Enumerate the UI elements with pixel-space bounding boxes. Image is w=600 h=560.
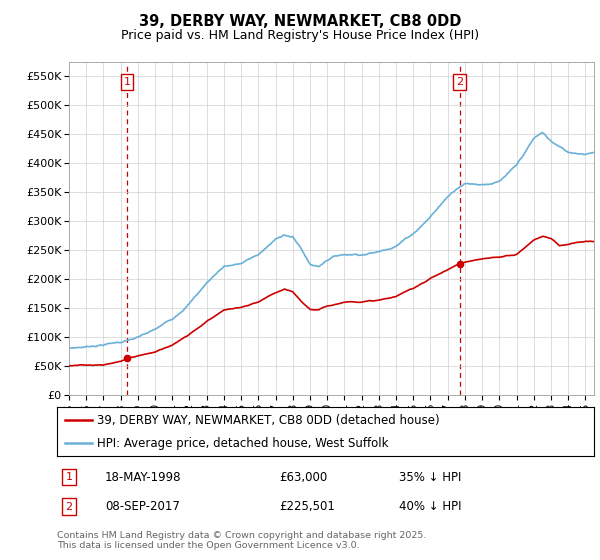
Text: 2: 2: [65, 502, 73, 512]
Text: £225,501: £225,501: [279, 500, 335, 514]
Text: 39, DERBY WAY, NEWMARKET, CB8 0DD (detached house): 39, DERBY WAY, NEWMARKET, CB8 0DD (detac…: [97, 414, 440, 427]
Text: 1: 1: [65, 472, 73, 482]
Text: 40% ↓ HPI: 40% ↓ HPI: [399, 500, 461, 514]
Text: 2: 2: [456, 77, 463, 87]
Text: 1: 1: [124, 77, 131, 87]
Text: Price paid vs. HM Land Registry's House Price Index (HPI): Price paid vs. HM Land Registry's House …: [121, 29, 479, 42]
Text: 18-MAY-1998: 18-MAY-1998: [105, 470, 182, 484]
Text: 39, DERBY WAY, NEWMARKET, CB8 0DD: 39, DERBY WAY, NEWMARKET, CB8 0DD: [139, 14, 461, 29]
Text: 08-SEP-2017: 08-SEP-2017: [105, 500, 180, 514]
Text: HPI: Average price, detached house, West Suffolk: HPI: Average price, detached house, West…: [97, 437, 389, 450]
Text: 35% ↓ HPI: 35% ↓ HPI: [399, 470, 461, 484]
Text: £63,000: £63,000: [279, 470, 327, 484]
Text: Contains HM Land Registry data © Crown copyright and database right 2025.
This d: Contains HM Land Registry data © Crown c…: [57, 531, 427, 550]
